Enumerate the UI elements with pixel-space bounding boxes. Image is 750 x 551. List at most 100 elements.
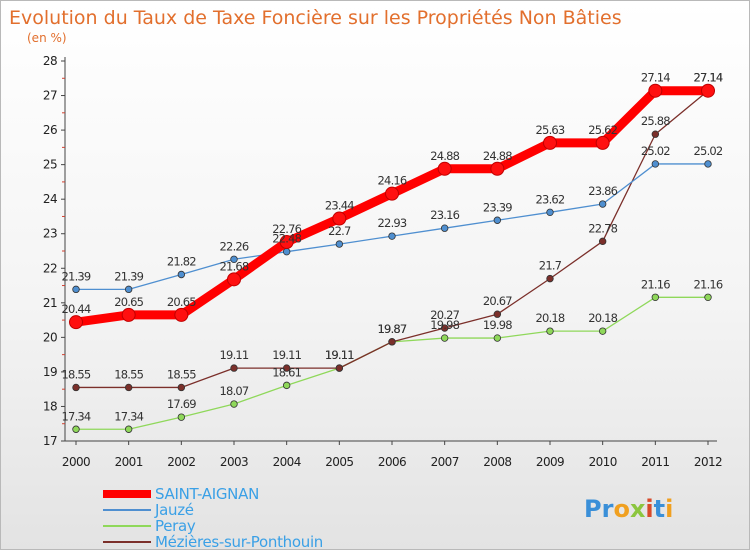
data-label: 22.93: [378, 216, 407, 230]
y-tick-label: 19: [43, 365, 57, 379]
data-point: [493, 216, 502, 224]
data-label: 18.61: [272, 365, 301, 379]
data-label: 25.02: [641, 144, 670, 158]
legend-item: Peray: [103, 517, 196, 535]
x-tick-label: 2007: [431, 455, 459, 469]
series-saint-aignan: [69, 83, 715, 330]
data-label: 18.55: [62, 367, 91, 381]
data-label: 21.82: [167, 254, 196, 268]
data-label: 17.69: [167, 397, 196, 411]
data-point: [651, 160, 660, 168]
data-point: [335, 364, 344, 372]
data-label: 19.98: [483, 318, 512, 332]
data-point: [69, 315, 83, 330]
y-tick-label: 18: [43, 399, 57, 413]
data-label: 24.88: [483, 149, 512, 163]
data-point: [279, 235, 294, 250]
data-label: 24.16: [378, 174, 407, 188]
x-tick-label: 2008: [483, 455, 511, 469]
legend-label: Jauzé: [154, 501, 194, 519]
series-layer: [69, 83, 715, 433]
data-point: [177, 383, 186, 392]
data-label: 20.65: [167, 295, 196, 309]
legend-item: SAINT-AIGNAN: [103, 485, 259, 503]
data-point: [598, 327, 607, 335]
data-label: 20.18: [588, 311, 617, 325]
data-point: [282, 364, 291, 372]
legend-item: Mézières-sur-Ponthouin: [103, 533, 323, 551]
y-tick-label: 21: [43, 296, 57, 310]
y-tick-label: 27: [43, 89, 57, 103]
data-label: 25.62: [588, 123, 617, 137]
legend-label: SAINT-AIGNAN: [155, 485, 259, 503]
data-point: [124, 383, 133, 392]
y-tick-label: 26: [43, 123, 57, 137]
data-point: [121, 307, 136, 322]
data-label: 27.14: [641, 71, 670, 85]
x-tick-label: 2002: [167, 455, 195, 469]
data-label: 23.86: [588, 184, 617, 198]
data-label: 25.63: [536, 123, 565, 137]
data-point: [177, 413, 186, 421]
data-label: 22.48: [272, 232, 301, 246]
y-tick-label: 20: [43, 330, 57, 344]
x-tick-label: 2005: [325, 455, 353, 469]
data-label: 23.39: [483, 200, 512, 214]
data-point: [595, 135, 610, 150]
x-tick-label: 2004: [273, 455, 301, 469]
data-point: [546, 274, 554, 283]
data-labels: 17.34 17.34 17.69 18.07 18.61 19.11 19.87 19.98…: [62, 71, 724, 424]
data-point: [440, 224, 449, 232]
data-point: [230, 364, 238, 372]
data-point: [72, 425, 80, 433]
data-label: 20.65: [114, 295, 143, 309]
data-label: 21.39: [62, 269, 91, 283]
proxiti-logo: Proxiti: [584, 495, 673, 523]
y-tick-label: 23: [43, 227, 57, 241]
data-label: 20.44: [62, 302, 91, 316]
data-label: 25.88: [641, 114, 670, 128]
x-tick-label: 2009: [536, 455, 564, 469]
chart-title: Evolution du Taux de Taxe Foncière sur l…: [9, 7, 622, 29]
x-tick-label: 2011: [641, 455, 669, 469]
data-label: 17.34: [62, 409, 91, 423]
data-point: [335, 240, 344, 248]
data-point: [332, 211, 347, 226]
series-m-zi-res-sur-ponthouin: [72, 87, 712, 392]
data-point: [72, 383, 80, 392]
data-label: 19.98: [430, 318, 459, 332]
data-point: [440, 324, 449, 332]
data-point: [648, 83, 663, 98]
data-label: 19.11: [325, 348, 354, 362]
data-point: [546, 327, 554, 335]
data-point: [543, 135, 557, 150]
data-label: 22.7: [328, 224, 351, 238]
data-point: [72, 285, 80, 294]
data-point: [177, 270, 186, 279]
data-point: [385, 186, 399, 201]
x-tick-label: 2000: [62, 455, 90, 469]
data-label: 20.27: [430, 308, 459, 322]
data-label: 24.88: [430, 149, 459, 163]
data-point: [388, 232, 396, 240]
data-label: 22.78: [588, 221, 617, 235]
data-point: [651, 293, 660, 301]
data-point: [651, 130, 660, 138]
data-point: [493, 310, 502, 318]
data-label: 19.87: [378, 322, 407, 336]
data-point: [704, 160, 712, 168]
legend-label: Peray: [155, 517, 196, 535]
legend-item: Jauzé: [103, 501, 194, 519]
data-point: [124, 285, 133, 294]
data-label: 19.87: [378, 322, 407, 336]
chart-subtitle: (en %): [27, 31, 67, 45]
data-label: 18.07: [220, 384, 249, 398]
legend-label: Mézières-sur-Ponthouin: [155, 533, 323, 551]
data-point: [230, 255, 238, 263]
data-label: 18.55: [114, 367, 143, 381]
data-point: [227, 272, 241, 287]
data-point: [230, 400, 238, 408]
data-point: [701, 83, 715, 98]
